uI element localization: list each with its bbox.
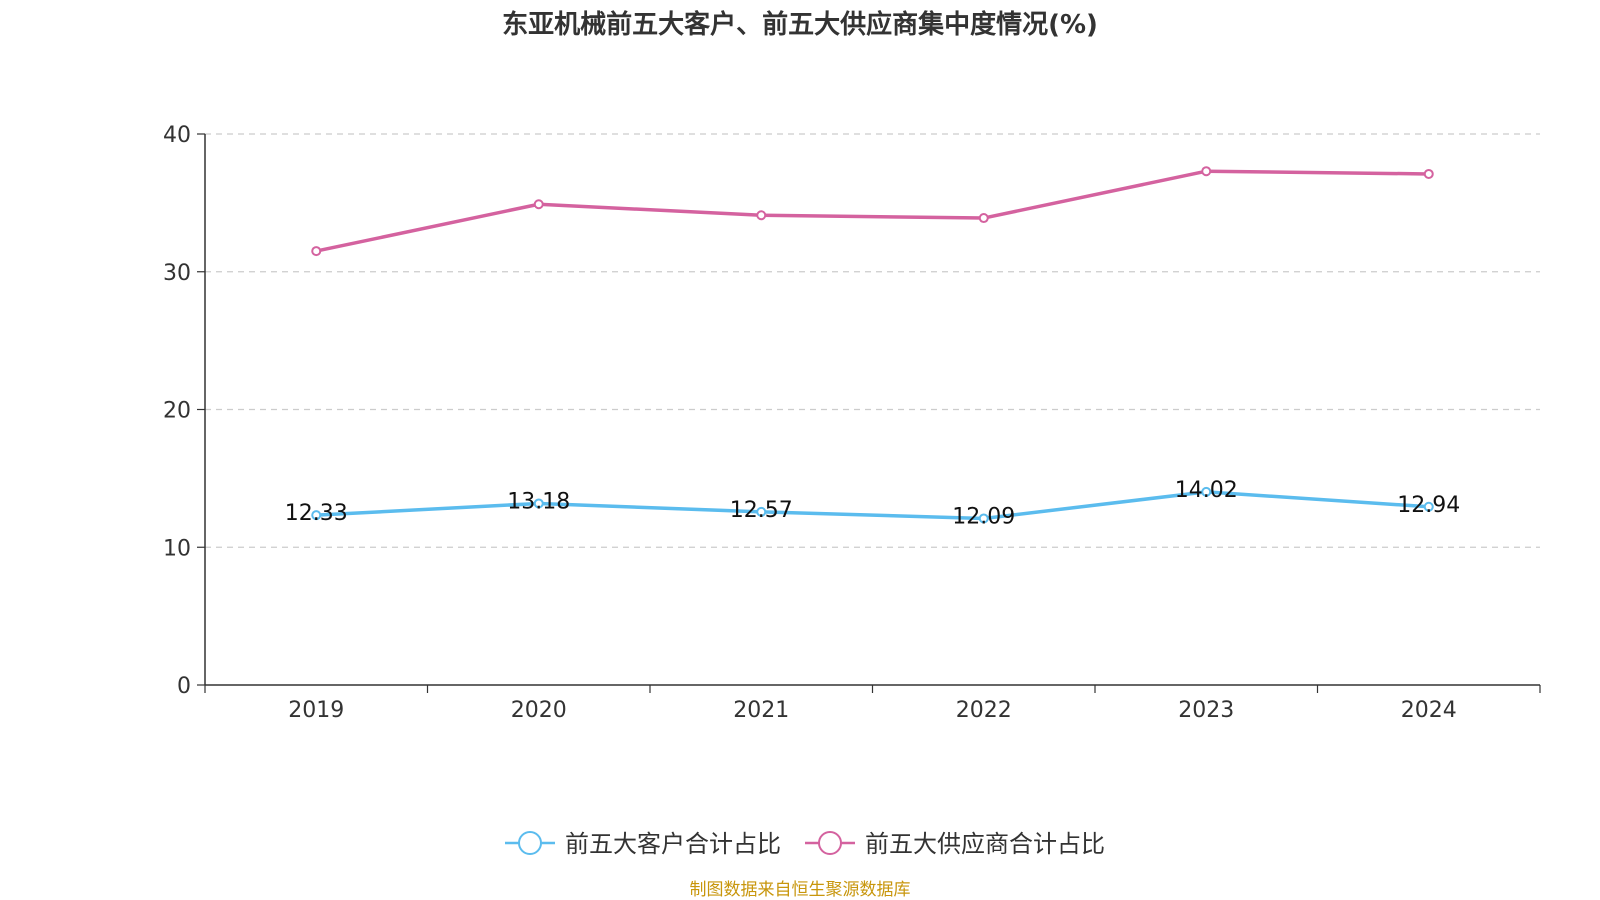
data-labels: 12.33 13.18 12.57 12.09 14.02 12.94 xyxy=(285,478,1460,530)
data-label: 12.33 xyxy=(285,501,348,526)
x-tick-label: 2020 xyxy=(511,698,567,723)
legend-marker xyxy=(818,831,842,855)
data-label: 12.09 xyxy=(952,504,1015,529)
data-point xyxy=(756,210,767,221)
chart-title: 东亚机械前五大客户、前五大供应商集中度情况(%) xyxy=(502,9,1098,40)
data-point xyxy=(978,513,989,524)
data-point xyxy=(533,199,544,210)
series-line-0 xyxy=(316,490,1429,521)
y-tick-label: 0 xyxy=(177,674,191,699)
source-note: 制图数据来自恒生聚源数据库 xyxy=(690,880,911,900)
data-point xyxy=(533,498,544,509)
x-tick-label: 2023 xyxy=(1178,698,1234,723)
y-tick-label: 10 xyxy=(163,536,191,561)
legend-label: 前五大供应商合计占比 xyxy=(865,830,1105,858)
grid xyxy=(205,133,1540,548)
legend[interactable]: 前五大客户合计占比 前五大供应商合计占比 xyxy=(505,830,1105,858)
data-point xyxy=(978,213,989,224)
data-label: 12.57 xyxy=(730,498,793,523)
data-point xyxy=(1201,166,1212,177)
data-point xyxy=(1201,486,1212,497)
data-point xyxy=(311,510,322,521)
legend-label: 前五大客户合计占比 xyxy=(565,830,781,858)
x-tick-label: 2019 xyxy=(288,698,344,723)
y-tick-label: 20 xyxy=(163,399,191,424)
x-tick-label: 2022 xyxy=(956,698,1012,723)
x-tick-label: 2021 xyxy=(733,698,789,723)
legend-item-1[interactable]: 前五大供应商合计占比 xyxy=(805,830,1105,858)
data-point xyxy=(1423,168,1434,179)
data-point xyxy=(311,246,322,257)
x-tick-label: 2024 xyxy=(1401,698,1457,723)
data-label: 14.02 xyxy=(1175,478,1238,503)
data-label: 13.18 xyxy=(507,489,570,514)
legend-item-0[interactable]: 前五大客户合计占比 xyxy=(505,830,781,858)
series-line-1 xyxy=(315,169,1429,253)
data-point xyxy=(1423,501,1434,512)
legend-marker xyxy=(518,831,542,855)
axes: 0 10 20 30 40 2019 2020 2021 2022 2023 2024 xyxy=(163,123,1541,723)
y-tick-label: 30 xyxy=(163,261,191,286)
data-point xyxy=(756,506,767,517)
series xyxy=(311,166,1434,524)
data-label: 12.94 xyxy=(1397,493,1460,518)
y-tick-label: 40 xyxy=(163,123,191,148)
